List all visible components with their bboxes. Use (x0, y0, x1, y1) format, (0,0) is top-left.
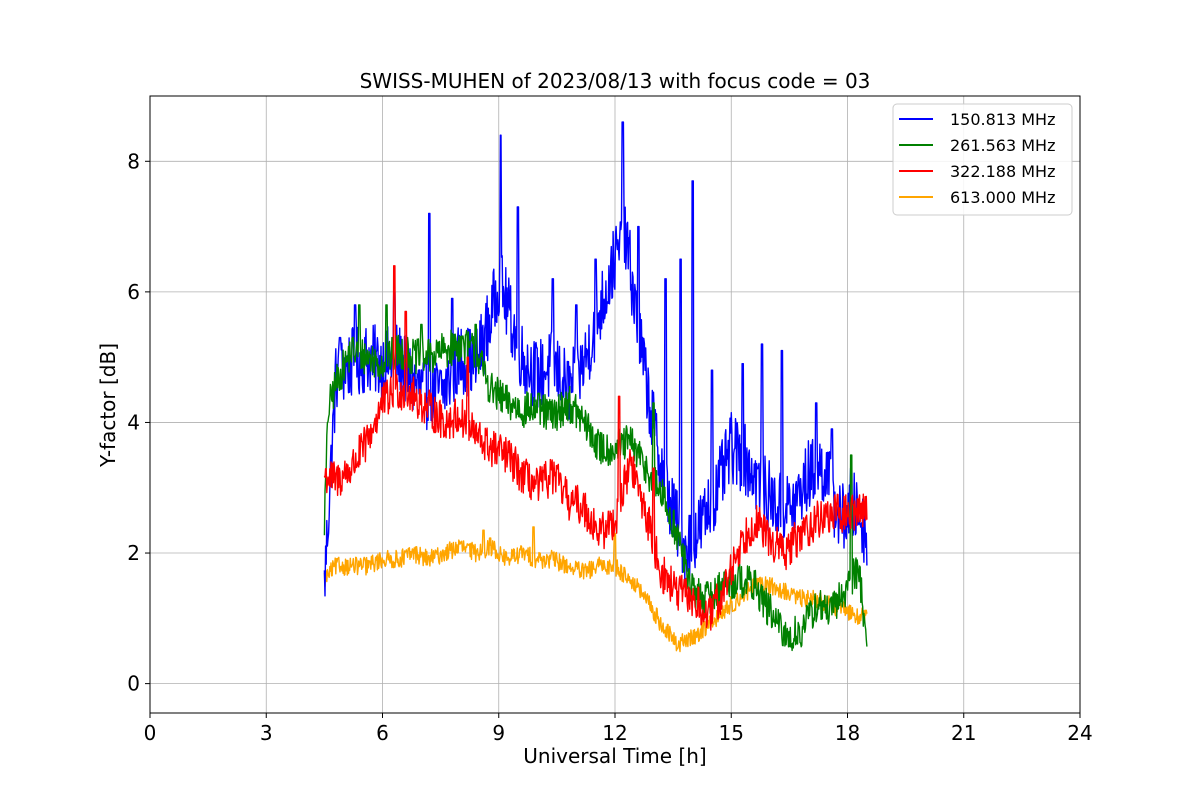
y-tick-label: 6 (127, 280, 140, 304)
x-axis-label: Universal Time [h] (523, 744, 706, 768)
series-line-613-000-mhz (323, 526, 868, 653)
y-tick-label: 0 (127, 672, 140, 696)
x-tick-label: 12 (602, 721, 627, 745)
series-line-261-563-mhz (323, 304, 868, 652)
x-tick-label: 24 (1067, 721, 1092, 745)
x-tick-label: 21 (951, 721, 976, 745)
y-tick-label: 2 (127, 541, 140, 565)
legend-label: 261.563 MHz (950, 136, 1055, 155)
legend-label: 322.188 MHz (950, 162, 1055, 181)
legend-label: 150.813 MHz (950, 110, 1055, 129)
series-layer (323, 121, 868, 653)
legend-box (892, 103, 1073, 216)
x-tick-label: 3 (260, 721, 273, 745)
y-tick-label: 8 (127, 149, 140, 173)
x-tick-label: 6 (376, 721, 389, 745)
series-line-322-188-mhz (323, 265, 868, 631)
legend: 150.813 MHz 261.563 MHz 322.188 MHz 613.000… (892, 103, 1073, 216)
chart-title: SWISS-MUHEN of 2023/08/13 with focus cod… (360, 69, 871, 93)
y-tick-label: 4 (127, 410, 140, 434)
legend-label: 613.000 MHz (950, 188, 1055, 207)
y-axis-label: Y-factor [dB] (96, 343, 120, 468)
x-tick-label: 18 (835, 721, 860, 745)
x-tick-label: 15 (719, 721, 744, 745)
x-tick-label: 0 (144, 721, 157, 745)
x-tick-label: 9 (492, 721, 505, 745)
series-line-150-813-mhz (323, 121, 868, 597)
